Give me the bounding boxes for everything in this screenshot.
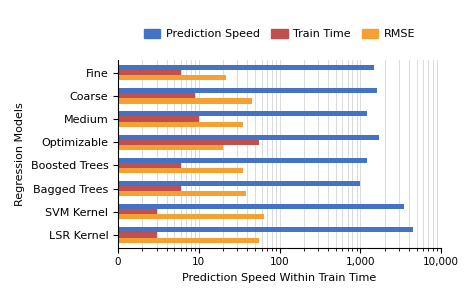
Bar <box>0 145 223 150</box>
Bar <box>0 117 199 122</box>
Bar <box>0 163 181 168</box>
Bar <box>0 122 243 127</box>
Bar <box>0 65 374 70</box>
Bar <box>0 191 246 196</box>
Bar <box>0 227 413 232</box>
Bar <box>0 158 367 163</box>
Bar <box>0 232 156 238</box>
Bar <box>0 98 252 103</box>
Bar <box>0 204 404 209</box>
Bar <box>0 75 227 80</box>
Bar <box>0 93 195 98</box>
Bar <box>0 214 264 219</box>
Bar <box>0 209 156 214</box>
Bar <box>0 88 377 93</box>
Legend: Prediction Speed, Train Time, RMSE: Prediction Speed, Train Time, RMSE <box>139 24 420 44</box>
Y-axis label: Regression Models: Regression Models <box>15 102 25 206</box>
Bar <box>0 186 181 191</box>
Bar <box>0 111 367 117</box>
Bar <box>0 238 258 243</box>
Bar <box>0 70 181 75</box>
X-axis label: Prediction Speed Within Train Time: Prediction Speed Within Train Time <box>182 273 377 283</box>
Bar <box>0 181 360 186</box>
Bar <box>0 135 379 140</box>
Bar <box>0 168 243 173</box>
Bar <box>0 140 258 145</box>
